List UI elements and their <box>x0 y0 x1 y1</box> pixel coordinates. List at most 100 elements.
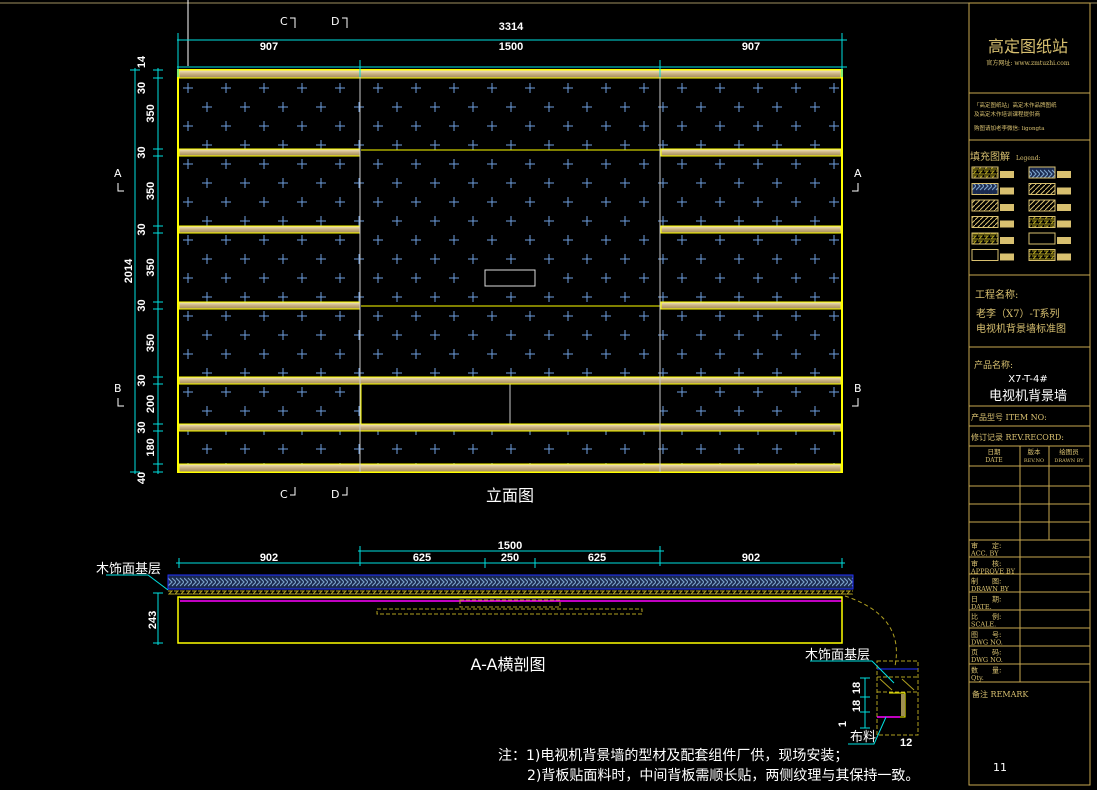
dim-height: 180 <box>145 438 157 456</box>
sign-row-label-en: DATE. <box>971 603 992 611</box>
legend-label-block <box>1057 187 1071 195</box>
dim-height: 30 <box>136 421 148 433</box>
sign-row-label: 审 核: <box>971 559 1001 568</box>
base-layer <box>168 590 853 595</box>
section-mark-b: B <box>854 382 862 395</box>
rail <box>178 69 842 79</box>
dim-height: 30 <box>136 374 148 386</box>
dim-detail: 1 <box>837 721 849 727</box>
sign-row-label: 比 例: <box>971 612 1001 621</box>
dim-section-width: 250 <box>501 552 519 564</box>
section-mark-a: A <box>114 167 122 180</box>
legend-label-block <box>1000 220 1014 228</box>
product-label: 产品名称: <box>974 359 1013 371</box>
rev-col-header: DRAWN BY <box>1054 458 1084 464</box>
dim-height: 14 <box>136 55 148 68</box>
legend-swatch <box>1028 183 1056 195</box>
sign-row-label: 日 期: <box>971 595 1001 603</box>
legend-swatch <box>971 199 999 212</box>
legend-label-block <box>1000 187 1014 195</box>
legend-swatch <box>1028 199 1056 212</box>
product-code: X7-T-4# <box>1008 374 1047 385</box>
sign-row-label: 制 图: <box>971 577 1001 586</box>
brand-website: 官方网址: www.zmtuzhi.com <box>986 59 1069 67</box>
dim-tick <box>130 69 140 473</box>
legend-label-block <box>1057 204 1071 211</box>
legend-label-block <box>1057 171 1071 178</box>
dim-height: 30 <box>136 299 148 311</box>
dim-overall-width: 3314 <box>499 21 524 33</box>
rev-record-label: 修订记录 REV.RECORD: <box>971 432 1064 442</box>
legend-label-block <box>1000 171 1014 178</box>
label-wood-base: 木饰面基层 <box>96 562 161 577</box>
legend-label-block <box>1000 253 1014 261</box>
sign-row-label-en: Qty. <box>971 674 984 682</box>
wood-veneer-layer <box>167 574 854 590</box>
remark-label: 备注 REMARK <box>972 689 1029 699</box>
dim-section-width: 902 <box>742 552 760 564</box>
dim-detail: 12 <box>900 737 912 749</box>
rail <box>178 376 842 385</box>
rev-col-header: DATE <box>985 457 1002 464</box>
detail-view: 18 18 1 12 木饰面基层 布料 <box>805 595 919 749</box>
sign-row-label-en: SCALE. <box>971 621 996 629</box>
section-title: A-A横剖图 <box>471 655 546 674</box>
top-dimensions: 3314 907 1500 907 <box>177 21 847 77</box>
sign-row-label: 图 号: <box>971 631 1001 639</box>
sign-row-label: 审 定: <box>971 541 1001 550</box>
label-wood-base: 木饰面基层 <box>805 648 870 663</box>
elevation-title: 立面图 <box>486 486 534 505</box>
section-mark-d: D <box>331 488 339 501</box>
sign-row-label: 数 量: <box>971 665 1001 674</box>
legend-swatches <box>971 166 1071 261</box>
rail <box>178 148 361 157</box>
sign-row-label-en: APPROVE BY <box>970 567 1016 575</box>
rev-col-header: 绘图员 <box>1059 447 1079 456</box>
legend-swatch <box>971 216 999 228</box>
dim-detail: 18 <box>851 700 863 712</box>
title-block: 高定图纸站 官方网址: www.zmtuzhi.com 「高定图纸站」高定木作品… <box>968 2 1091 786</box>
legend-swatch <box>1028 166 1056 179</box>
section-mark-d: D <box>331 15 339 28</box>
dim-height: 350 <box>145 104 157 122</box>
project-line: 老李（X7）-T系列 <box>976 307 1060 320</box>
dim-height: 350 <box>145 182 157 200</box>
dim-section-overall: 1500 <box>498 540 522 552</box>
page-number: 11 <box>993 761 1007 774</box>
dim-overall-height: 2014 <box>123 258 135 283</box>
dim-section-depth: 243 <box>147 611 159 629</box>
section-mark-b: B <box>114 382 122 395</box>
legend-swatch <box>1028 216 1056 228</box>
dim-height: 40 <box>136 472 148 484</box>
section-marks: A A B B C D C D <box>114 15 862 501</box>
brand-desc: 及高定木作培训课程提供商 <box>974 110 1041 118</box>
dim-height: 200 <box>145 395 157 413</box>
dim-width: 907 <box>742 41 760 53</box>
dim-height: 30 <box>136 146 148 158</box>
legend-label-block <box>1000 204 1014 211</box>
rail <box>660 301 842 310</box>
note-line-1: 注：1)电视机背景墙的型材及配套组件厂供，现场安装； <box>498 748 848 764</box>
dim-height: 30 <box>136 82 148 94</box>
dim-width: 1500 <box>499 41 523 53</box>
section-mark-a: A <box>854 167 862 180</box>
legend-label-block <box>1057 253 1071 261</box>
rev-col-header: 日期 <box>988 448 1002 456</box>
project-line: 电视机背景墙标准图 <box>976 322 1066 335</box>
item-no-label: 产品型号 ITEM NO: <box>971 412 1047 422</box>
left-dimensions: 2014 14 30 350 30 350 30 350 30 350 30 200 30 180 40 <box>123 55 163 484</box>
tv-box <box>484 269 536 287</box>
rev-col-header: REV.NO <box>1024 458 1044 464</box>
brand-contact: 购图请加老李微信: ligongta <box>974 124 1045 132</box>
rev-col-header: 版本 <box>1028 447 1042 456</box>
dim-height: 30 <box>136 223 148 235</box>
sign-row-label-en: DWG NO. <box>971 638 1003 646</box>
section-mark-c: C <box>280 15 288 28</box>
legend-swatch <box>971 249 999 261</box>
section-outline <box>177 596 843 644</box>
brand-name: 高定图纸站 <box>988 37 1068 56</box>
dim-section-width: 625 <box>588 552 606 564</box>
rail <box>660 148 842 157</box>
dim-height: 350 <box>145 334 157 352</box>
